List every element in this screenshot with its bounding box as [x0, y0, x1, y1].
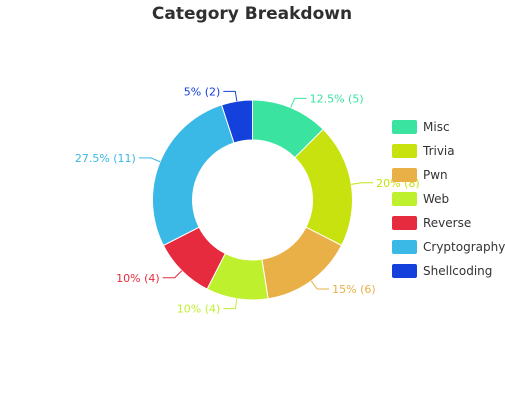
slice-label-pwn: 15% (6): [332, 283, 376, 296]
slice-label-web: 10% (4): [177, 303, 221, 316]
legend-label-reverse[interactable]: Reverse: [423, 216, 471, 230]
legend-label-web[interactable]: Web: [423, 192, 449, 206]
legend-swatch-misc[interactable]: [392, 120, 417, 134]
legend-swatch-pwn[interactable]: [392, 168, 417, 182]
legend: Misc Trivia Pwn Web Reverse Cryptography Shell…: [392, 120, 505, 278]
slice-label-misc: 12.5% (5): [310, 92, 364, 105]
legend-swatch-cryptography[interactable]: [392, 240, 417, 254]
chart-title: Category Breakdown: [152, 4, 352, 24]
leader-line-web: [223, 299, 237, 309]
legend-label-cryptography[interactable]: Cryptography: [423, 240, 505, 254]
donut-slices: [153, 100, 353, 300]
leader-line-misc: [291, 98, 307, 107]
legend-label-misc[interactable]: Misc: [423, 120, 450, 134]
legend-swatch-trivia[interactable]: [392, 144, 417, 158]
slice-cryptography[interactable]: [153, 105, 234, 246]
legend-swatch-shellcoding[interactable]: [392, 264, 417, 278]
leader-line-reverse: [163, 271, 182, 278]
legend-label-trivia[interactable]: Trivia: [422, 144, 455, 158]
slice-label-shellcoding: 5% (2): [184, 85, 221, 98]
leader-line-pwn: [311, 281, 329, 289]
legend-label-pwn[interactable]: Pwn: [423, 168, 448, 182]
slice-label-cryptography: 27.5% (11): [75, 152, 136, 165]
legend-swatch-reverse[interactable]: [392, 216, 417, 230]
leader-line-cryptography: [139, 158, 160, 162]
slice-label-reverse: 10% (4): [116, 272, 160, 285]
legend-label-shellcoding[interactable]: Shellcoding: [423, 264, 492, 278]
legend-swatch-web[interactable]: [392, 192, 417, 206]
leader-line-trivia: [351, 183, 373, 185]
leader-line-shellcoding: [223, 91, 237, 101]
